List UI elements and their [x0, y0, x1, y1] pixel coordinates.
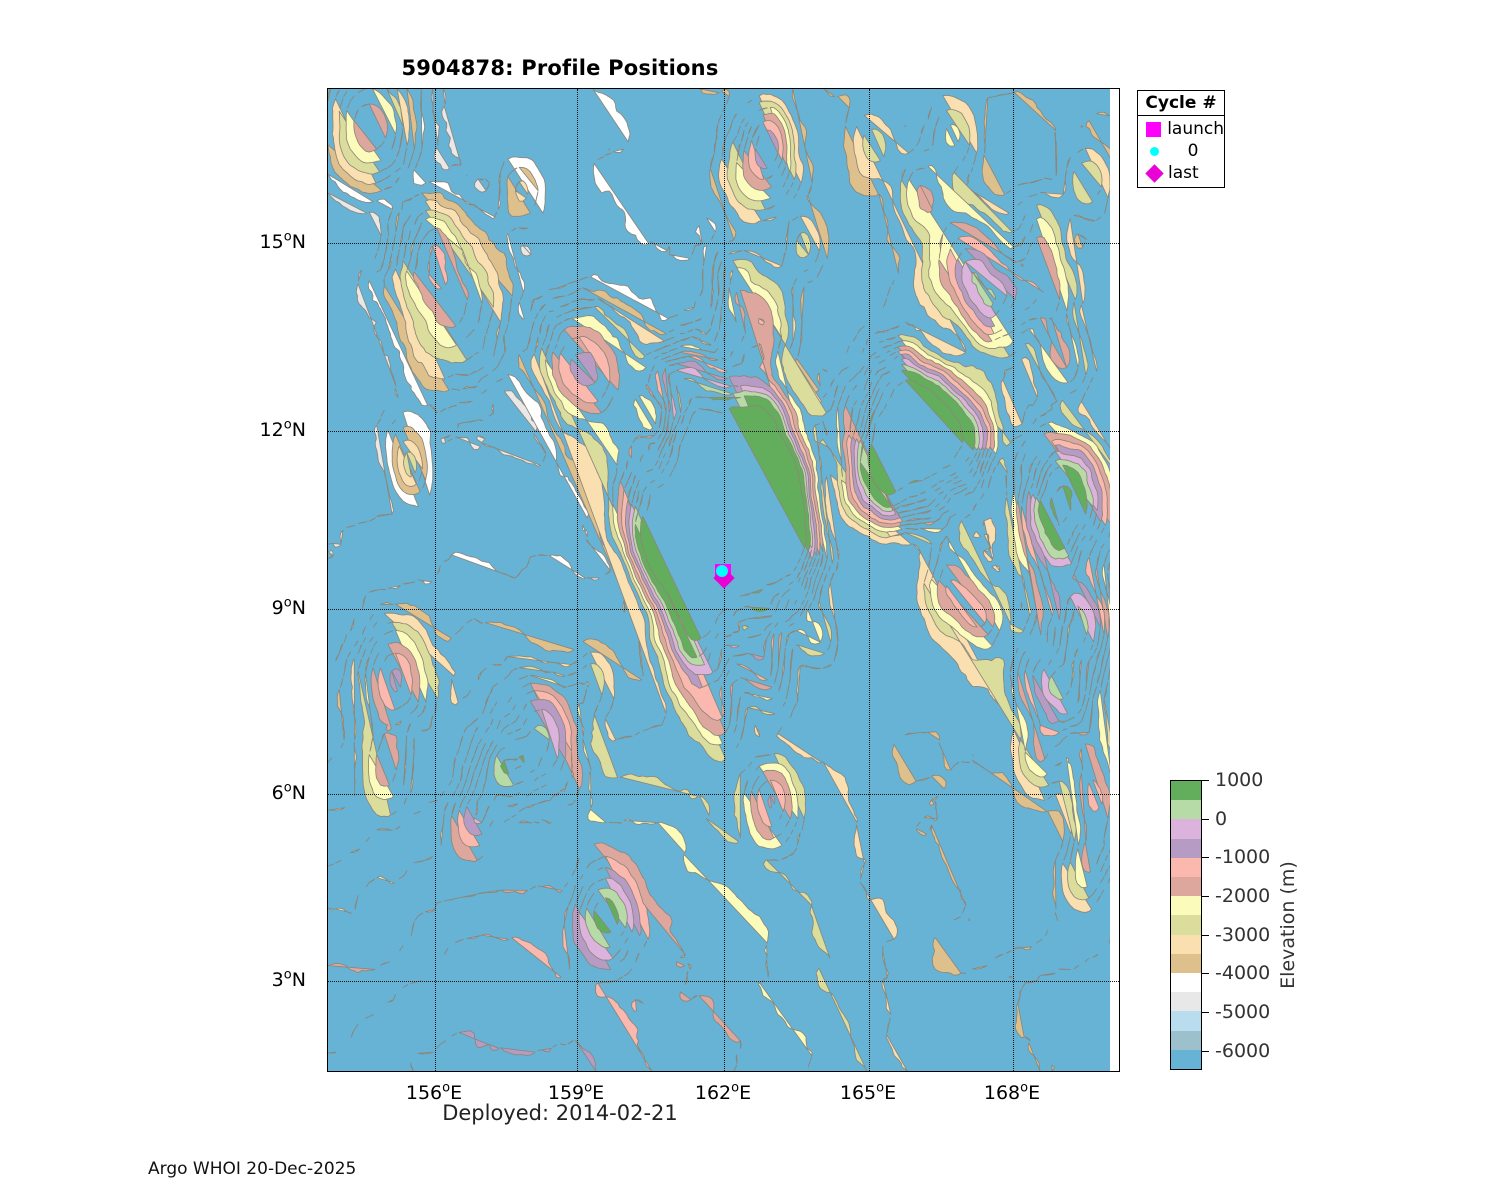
y-tick-label: 3oN [271, 967, 318, 991]
y-tick-label: 15oN [259, 229, 318, 253]
gridline-vertical [1013, 89, 1014, 1071]
colorbar-tick-label: 1000 [1215, 769, 1264, 791]
contour-band [328, 89, 717, 662]
legend-item-label: last [1168, 163, 1199, 183]
legend-item-launch[interactable]: launch [1138, 118, 1224, 140]
marker-cycle-0[interactable] [716, 565, 728, 577]
contour-band [328, 89, 1119, 1071]
colorbar: 1000 0 -1000 -2000 -3000 -4000 -5000 -60… [1170, 769, 1299, 1070]
legend-item-last[interactable]: last [1138, 162, 1224, 184]
map-contour-svg [328, 89, 1119, 1071]
colorbar-band-9 [1171, 876, 1201, 897]
colorbar-tick [1202, 1050, 1209, 1052]
page-title: 5904878: Profile Positions [401, 56, 719, 80]
contour-band [473, 258, 1099, 961]
colorbar-band-6 [1171, 934, 1201, 954]
colorbar-band-0 [1171, 1049, 1201, 1069]
y-tick [327, 794, 328, 795]
diamond-marker-icon [1143, 163, 1165, 183]
y-tick-label: 6oN [271, 780, 318, 804]
colorbar-tick-label: 0 [1215, 807, 1228, 830]
contour-band [328, 89, 1119, 1071]
colorbar-band-8 [1171, 896, 1201, 916]
footer-credit: Argo WHOI 20-Dec-2025 [148, 1159, 357, 1179]
gridline-vertical [435, 89, 436, 1071]
bathymetry-map[interactable] [327, 88, 1120, 1072]
x-tick-top [435, 88, 436, 89]
colorbar-tick [1202, 896, 1209, 897]
colorbar-band-11 [1171, 838, 1201, 858]
x-tick-label: 168oE [983, 1080, 1041, 1104]
x-tick-label: 162oE [694, 1080, 752, 1104]
colorbar-band-7 [1171, 915, 1201, 935]
colorbar-band-4 [1171, 972, 1201, 993]
colorbar-axis-label: Elevation (m) [1277, 861, 1299, 989]
gridline-horizontal [328, 609, 1119, 610]
colorbar-tick [1202, 818, 1209, 820]
x-tick-label: 159oE [547, 1080, 605, 1104]
colorbar-tick [1202, 934, 1209, 936]
legend-title: Cycle # [1138, 91, 1224, 116]
colorbar-band-5 [1171, 953, 1201, 973]
colorbar-tick-label: -3000 [1215, 923, 1271, 946]
x-tick-label: 156oE [405, 1080, 463, 1104]
deployed-caption: Deployed: 2014-02-21 [442, 1101, 678, 1125]
gridline-vertical [577, 89, 578, 1071]
colorbar-tick [1202, 973, 1209, 975]
gridline-horizontal [328, 243, 1119, 244]
legend-item-cycle-0[interactable]: 0 [1138, 140, 1224, 162]
colorbar-band-3 [1171, 992, 1201, 1012]
x-tick-top [1013, 88, 1014, 89]
contour-band [328, 89, 1119, 1068]
x-tick-top [869, 88, 870, 89]
contour-band [389, 129, 1104, 1071]
x-tick-top [577, 88, 578, 89]
contour-band [328, 103, 1115, 1071]
legend-item-label: 0 [1187, 141, 1199, 161]
gridline-horizontal [328, 981, 1119, 982]
colorbar-tick [1202, 857, 1209, 859]
colorbar-gradient [1170, 780, 1202, 1070]
y-tick [327, 243, 328, 244]
colorbar-tick-label: -4000 [1215, 962, 1271, 985]
gridline-horizontal [328, 431, 1119, 432]
x-tick-label: 165oE [839, 1080, 897, 1104]
colorbar-band-12 [1171, 819, 1201, 839]
circle-marker-icon [1143, 146, 1165, 156]
map-right-margin [1110, 89, 1119, 1071]
contour-band [328, 89, 1119, 1071]
y-tick-label: 9oN [271, 595, 318, 619]
colorbar-tick-label: -1000 [1215, 846, 1271, 869]
gridline-horizontal [328, 794, 1119, 795]
y-tick-label: 12oN [259, 417, 318, 441]
y-tick [327, 981, 328, 982]
y-tick [327, 609, 328, 610]
contour-band [639, 379, 1073, 642]
legend: Cycle # launch 0 last [1137, 90, 1225, 188]
colorbar-tick-label: -5000 [1215, 1001, 1271, 1023]
colorbar-band-2 [1171, 1011, 1201, 1031]
gridline-vertical [869, 89, 870, 1071]
colorbar-tick-label: -2000 [1215, 885, 1271, 907]
legend-item-label: launch [1167, 119, 1224, 139]
colorbar-tick [1202, 1012, 1209, 1013]
colorbar-band-10 [1171, 857, 1201, 877]
colorbar-band-14 [1171, 781, 1201, 801]
colorbar-band-13 [1171, 800, 1201, 820]
colorbar-tick [1202, 780, 1209, 781]
x-tick-top [724, 88, 725, 89]
y-tick [327, 431, 328, 432]
colorbar-band-1 [1171, 1030, 1201, 1050]
square-marker-icon [1143, 121, 1164, 137]
colorbar-tick-label: -6000 [1215, 1039, 1271, 1062]
